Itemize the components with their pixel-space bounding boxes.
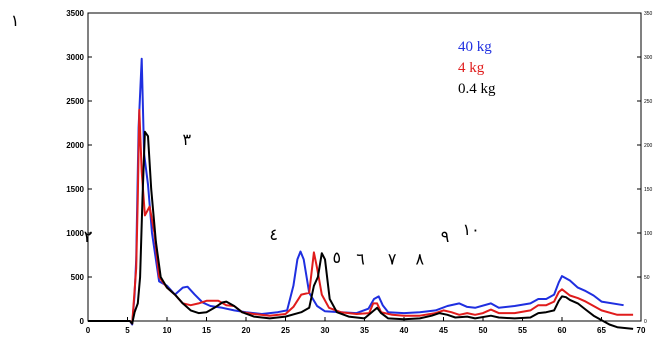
y-tick-label-right: 150 — [644, 187, 653, 193]
x-tick-label: 45 — [439, 326, 448, 335]
y-tick-label: 2000 — [66, 141, 84, 150]
peak-annotation: ٣ — [182, 130, 191, 149]
x-tick-label: 25 — [281, 326, 290, 335]
x-tick-label: 10 — [163, 326, 172, 335]
y-tick-label-right: 50 — [644, 275, 650, 281]
peak-annotation: ١٠ — [463, 220, 480, 239]
peak-annotation: ١ — [11, 11, 20, 30]
x-tick-label: 50 — [479, 326, 488, 335]
y-tick-label: 3500 — [66, 9, 84, 18]
y-tick-label-right: 200 — [644, 143, 653, 149]
series-line-0-4-kg — [88, 130, 634, 330]
plot-frame — [87, 12, 642, 322]
series-layer — [88, 57, 634, 330]
series-line-40-kg — [88, 57, 624, 326]
peak-annotation: ٤ — [269, 225, 278, 244]
peak-annotation: ٨ — [416, 250, 425, 269]
y-tick-label: 0 — [80, 317, 85, 326]
annotations: ١ ٢ ٣ ٤ ٥ ٦ ٧ ٨٩ ١٠ — [11, 11, 480, 268]
peak-annotation: ٧ — [388, 250, 397, 269]
y-tick-label: 1000 — [66, 229, 84, 238]
series-line-4-kg — [88, 108, 634, 325]
x-tick-label: 15 — [202, 326, 211, 335]
x-tick-label: 60 — [558, 326, 567, 335]
x-tick-label: 40 — [400, 326, 409, 335]
x-tick-label: 35 — [360, 326, 369, 335]
x-tick-label: 70 — [637, 326, 646, 335]
y-tick-label-right: 300 — [644, 55, 653, 61]
y-tick-label: 2500 — [66, 97, 84, 106]
y-tick-label-right: 250 — [644, 99, 653, 105]
x-tick-label: 5 — [125, 326, 130, 335]
y-tick-label: 1500 — [66, 185, 84, 194]
x-tick-label: 20 — [242, 326, 251, 335]
x-tick-label: 55 — [518, 326, 527, 335]
legend-entry: 40 kg — [458, 39, 492, 55]
y-tick-label: 500 — [71, 273, 85, 282]
y-tick-label-right: 350 — [644, 11, 653, 17]
y-tick-label: 3000 — [66, 53, 84, 62]
x-tick-label: 30 — [321, 326, 330, 335]
legend-entry: 0.4 kg — [458, 81, 496, 97]
x-tick-label: 0 — [86, 326, 91, 335]
y-tick-label-right: 0 — [644, 319, 647, 325]
peak-annotation: ٥ — [333, 248, 342, 267]
peak-annotation: ٦ — [356, 250, 365, 269]
x-tick-label: 65 — [597, 326, 606, 335]
legend: 40 kg 4 kg 0.4 kg — [458, 39, 496, 97]
legend-entry: 4 kg — [458, 60, 485, 76]
y-tick-label-right: 100 — [644, 231, 653, 237]
peak-annotation: ٢ — [84, 227, 93, 246]
peak-annotation: ٩ — [441, 227, 450, 246]
